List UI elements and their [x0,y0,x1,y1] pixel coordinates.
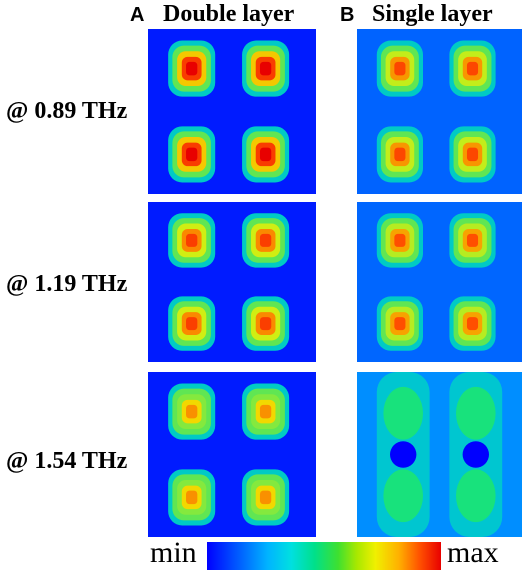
field-lobe-1-0 [242,40,290,97]
field-lobe-1-1 [449,126,496,183]
field-lobe-0-0 [376,40,423,97]
field-lobe-1-0 [242,383,290,440]
field-null-1 [462,441,489,468]
field-lobe-0-1 [168,126,216,183]
field-map-double-layer-0-89-thz [148,29,316,194]
colorbar-min-label: min [150,536,197,569]
field-map-single-layer-0-89-thz [357,29,522,194]
field-lobe-1-1 [449,296,496,351]
panel-letter-b: B [340,4,355,26]
column-title-double-layer: Double layer [163,1,295,27]
field-lobe-1-1 [242,126,290,183]
field-map-double-layer-1-54-thz [148,372,316,537]
field-lobe-0-1 [383,469,423,523]
field-lobe-0-0 [168,40,216,97]
field-lobe-1-0 [449,40,496,97]
field-lobe-1-1 [456,469,496,523]
field-lobe-1-1 [242,469,290,526]
field-lobe-1-0 [242,213,290,268]
column-title-single-layer: Single layer [372,1,493,27]
field-lobe-0-1 [376,296,423,351]
field-lobe-0-0 [376,213,423,268]
panel-letter-a: A [130,4,145,26]
field-map-single-layer-1-54-thz [357,372,522,537]
field-lobe-1-1 [242,296,290,351]
field-lobe-0-1 [168,469,216,526]
field-lobe-1-0 [456,386,496,440]
colorbar [207,542,441,570]
field-null-0 [390,441,417,468]
row-label-1-19-thz: @ 1.19 THz [6,271,128,297]
field-lobe-0-1 [168,296,216,351]
colorbar-max-label: max [447,536,499,569]
field-map-double-layer-1-19-thz [148,202,316,362]
field-lobe-0-0 [168,213,216,268]
field-lobe-0-0 [383,386,423,440]
row-label-0-89-thz: @ 0.89 THz [6,98,128,124]
field-lobe-0-1 [376,126,423,183]
field-map-single-layer-1-19-thz [357,202,522,362]
field-lobe-1-0 [449,213,496,268]
row-label-1-54-thz: @ 1.54 THz [6,448,128,474]
field-lobe-0-0 [168,383,216,440]
